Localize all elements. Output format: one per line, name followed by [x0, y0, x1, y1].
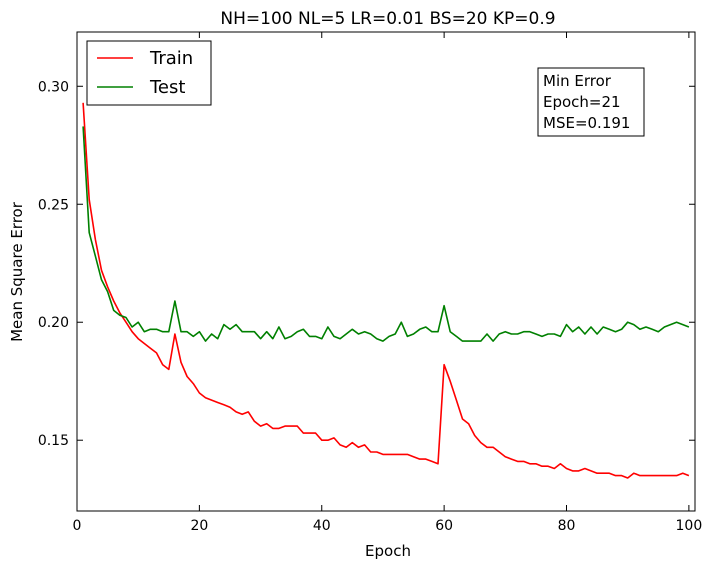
annotation-line-epoch: Epoch=21 [543, 93, 621, 111]
x-tick-label: 40 [313, 518, 331, 534]
y-tick-label: 0.20 [38, 315, 69, 331]
series-layer [82, 102, 690, 479]
legend-label-test: Test [149, 77, 185, 98]
x-tick-label: 80 [558, 518, 576, 534]
x-tick-label: 100 [676, 518, 703, 534]
series-line-train [82, 102, 690, 479]
min-error-annotation: Min Error Epoch=21 MSE=0.191 [537, 67, 645, 137]
annotation-box [537, 67, 645, 137]
y-tick-label: 0.15 [38, 433, 69, 449]
y-axis: 0.15 0.20 0.25 0.30 [38, 79, 695, 449]
annotation-line-title: Min Error [543, 72, 612, 90]
y-axis-title: Mean Square Error [8, 201, 26, 342]
x-tick-label: 20 [190, 518, 208, 534]
x-axis-title: Epoch [365, 542, 411, 560]
chart-title: NH=100 NL=5 LR=0.01 BS=20 KP=0.9 [220, 9, 555, 29]
x-tick-label: 60 [435, 518, 453, 534]
legend-label-train: Train [149, 48, 193, 69]
legend: Train Test [86, 40, 212, 106]
x-axis: 0 20 40 60 80 100 [73, 32, 703, 534]
series-line-test [82, 126, 690, 342]
annotation-line-mse: MSE=0.191 [543, 114, 630, 132]
x-tick-label: 0 [73, 518, 82, 534]
legend-box [86, 40, 212, 106]
y-tick-label: 0.25 [38, 197, 69, 213]
y-tick-label: 0.30 [38, 79, 69, 95]
